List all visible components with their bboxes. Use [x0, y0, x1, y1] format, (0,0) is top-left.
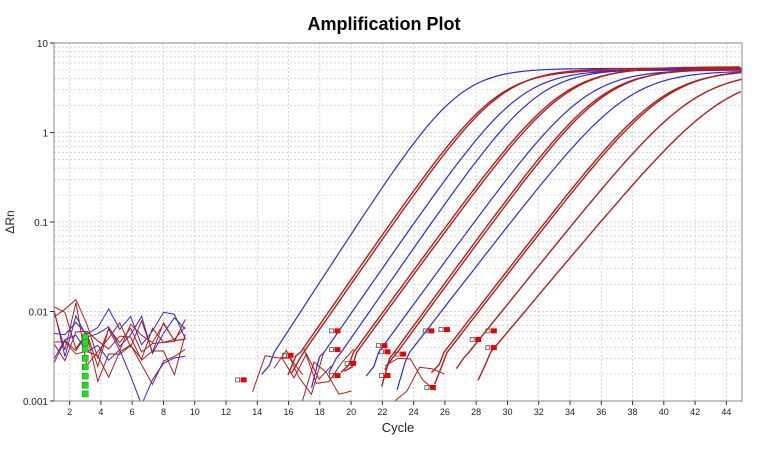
y-tick-label: 1 — [42, 129, 48, 140]
ct-marker — [287, 352, 294, 358]
ct-marker — [475, 337, 482, 343]
ct-marker — [381, 343, 388, 349]
amplification-curve-S13 — [433, 71, 741, 385]
amplification-curve-S10 — [384, 68, 742, 370]
x-tick-label: 24 — [409, 407, 419, 417]
noise-trace — [301, 361, 352, 401]
noise-trace — [384, 357, 436, 391]
baseline-start-marker — [82, 363, 89, 371]
y-tick-label: 0.001 — [23, 397, 48, 408]
baseline-start-marker — [82, 381, 89, 389]
x-tick-label: 44 — [721, 407, 731, 417]
baseline-noise-trace — [54, 326, 186, 383]
ct-marker — [240, 377, 247, 383]
ct-marker — [490, 328, 497, 334]
amplification-curve-S5 — [328, 68, 740, 374]
noise-trace — [281, 352, 332, 380]
x-tick-label: 12 — [221, 407, 231, 417]
baseline-start-marker — [82, 333, 89, 341]
baseline-noise-trace — [54, 341, 186, 386]
ct-marker — [384, 373, 391, 379]
x-tick-label: 14 — [252, 407, 262, 417]
baseline-noise-trace — [54, 298, 186, 360]
amplification-curve-S4 — [310, 69, 742, 388]
x-tick-label: 32 — [534, 407, 544, 417]
ct-marker — [334, 328, 341, 334]
baseline-end-marker — [438, 327, 444, 332]
x-tick-label: 18 — [315, 407, 325, 417]
chart-title: Amplification Plot — [307, 14, 461, 34]
y-tick-label: 10 — [37, 39, 49, 50]
baseline-end-marker — [329, 328, 334, 334]
baseline-start-marker — [82, 339, 89, 346]
ct-marker — [334, 373, 341, 379]
baseline-end-marker — [344, 360, 350, 366]
x-tick-label: 16 — [284, 407, 294, 417]
grid — [54, 43, 742, 402]
baseline-end-marker — [485, 328, 491, 334]
x-tick-label: 4 — [98, 407, 103, 417]
y-tick-label: 0.1 — [34, 218, 48, 229]
baseline-end-marker — [485, 345, 491, 350]
noise-trace — [303, 348, 355, 384]
amplification-curve-S14 — [455, 78, 742, 370]
amplification-curve-S7 — [343, 66, 740, 372]
x-tick-label: 8 — [161, 407, 166, 417]
ct-marker — [428, 328, 435, 334]
noise-trace — [252, 355, 304, 392]
x-tick-label: 36 — [596, 407, 606, 417]
baseline-start-marker — [82, 345, 89, 353]
amplification-curve-S11 — [396, 71, 742, 390]
baseline-noise-trace — [54, 302, 186, 367]
x-tick-label: 38 — [628, 407, 638, 417]
baseline-noise-trace — [54, 330, 186, 377]
baseline-end-marker — [424, 385, 430, 390]
x-tick-label: 30 — [502, 407, 512, 417]
baseline-end-marker — [329, 347, 334, 353]
x-tick-label: 20 — [346, 407, 356, 417]
baseline-noise-trace — [54, 307, 186, 346]
noise-trace — [394, 366, 445, 401]
ct-marker — [490, 345, 497, 351]
ct-marker — [429, 384, 436, 390]
baseline-noise-trace — [54, 309, 186, 357]
x-tick-label: 22 — [377, 407, 387, 417]
baseline-start-marker — [82, 372, 89, 380]
x-tick-label: 34 — [565, 407, 575, 417]
x-tick-label: 40 — [659, 407, 669, 417]
baseline-end-marker — [394, 351, 400, 357]
series-group — [54, 66, 742, 401]
baseline-end-marker — [379, 349, 384, 355]
baseline-start-marker — [82, 355, 89, 362]
x-tick-label: 26 — [440, 407, 450, 417]
baseline-end-marker — [329, 373, 334, 378]
baseline-end-marker — [375, 343, 381, 349]
x-tick-label: 2 — [67, 407, 72, 417]
ct-marker — [400, 351, 407, 357]
baseline-start-marker — [82, 390, 89, 398]
ct-marker — [384, 349, 391, 355]
ct-marker — [350, 360, 357, 366]
amplification-curve-S15 — [477, 90, 742, 381]
ct-marker — [443, 327, 450, 333]
x-tick-label: 28 — [471, 407, 481, 417]
baseline-end-marker — [379, 373, 384, 378]
ct-marker — [334, 347, 341, 353]
y-axis-label: ΔRn — [3, 210, 17, 233]
x-axis-label: Cycle — [382, 420, 415, 435]
baseline-end-marker — [282, 352, 287, 358]
y-tick-label: 0.01 — [29, 308, 49, 319]
x-tick-label: 42 — [690, 407, 700, 417]
x-tick-label: 10 — [190, 407, 200, 417]
baseline-end-marker — [469, 337, 475, 342]
x-tick-label: 6 — [130, 407, 135, 417]
baseline-end-marker — [235, 377, 241, 383]
baseline-end-marker — [422, 328, 428, 334]
